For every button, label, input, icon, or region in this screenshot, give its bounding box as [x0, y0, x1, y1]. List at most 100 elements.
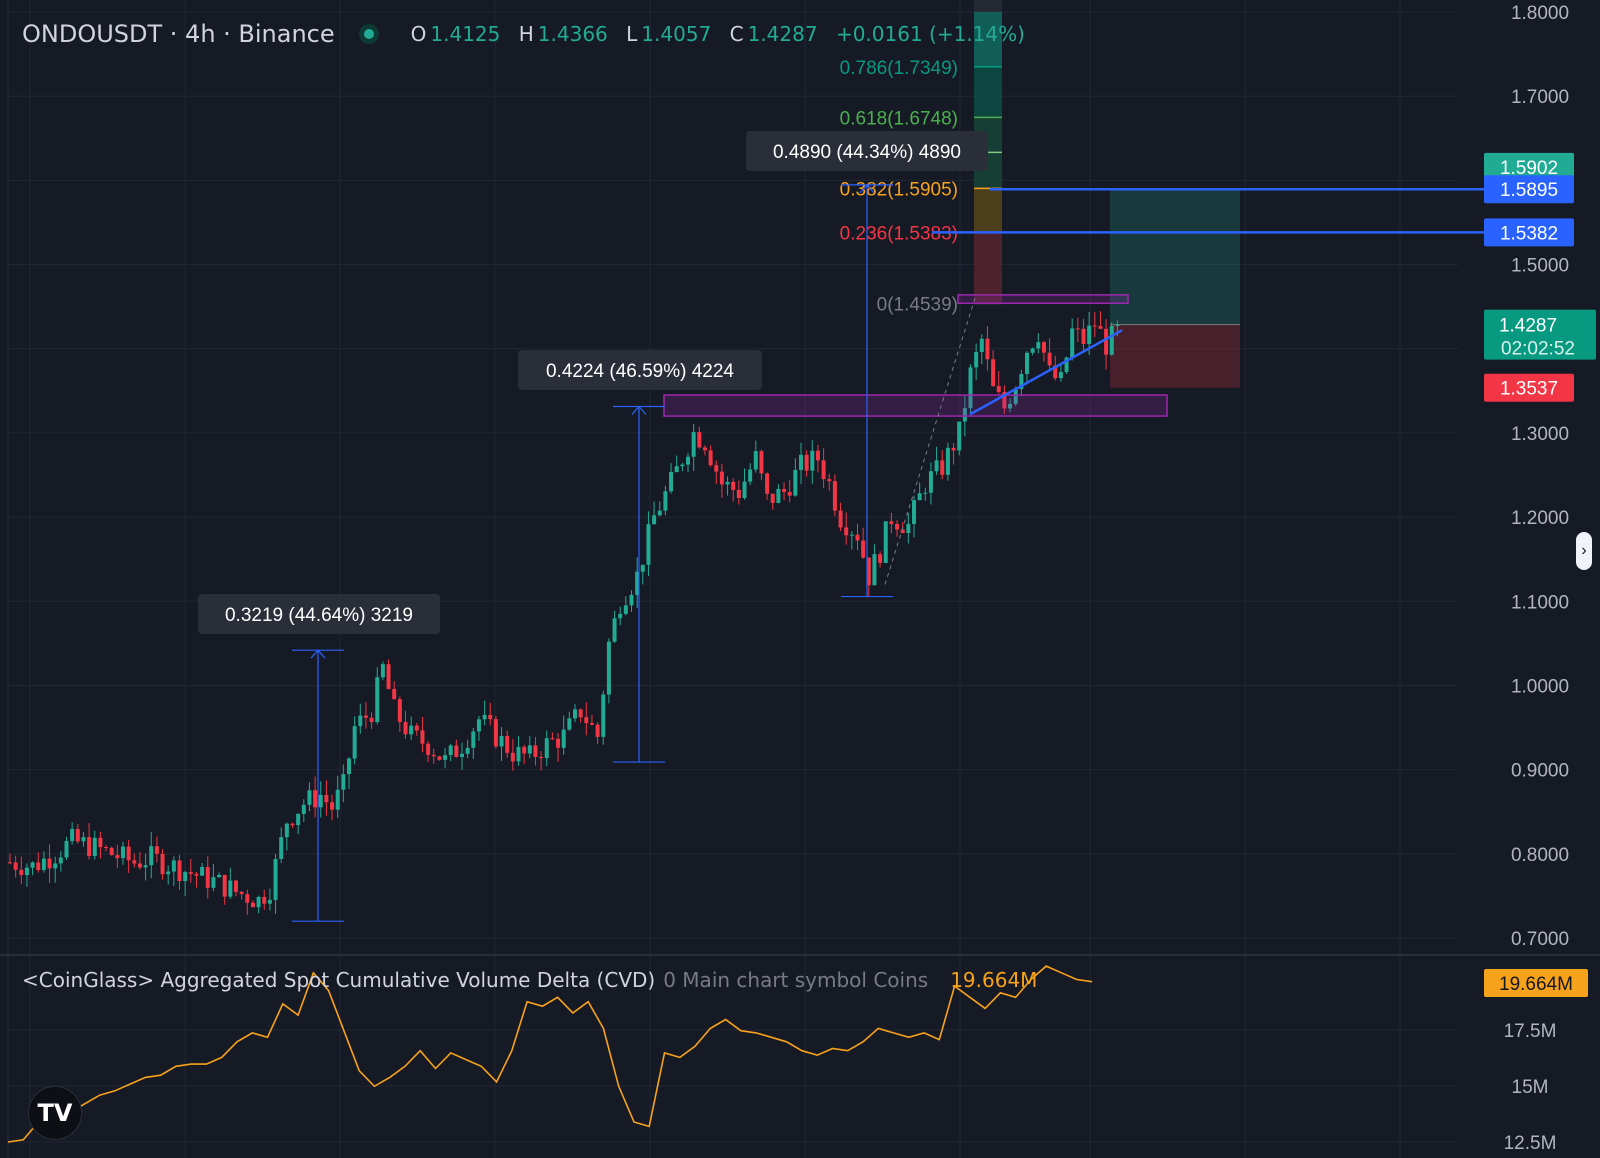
candle-body	[239, 891, 244, 895]
price-tag-label: 1.5895	[1500, 180, 1558, 201]
candle	[279, 827, 284, 864]
candle	[719, 463, 724, 498]
cvd-value: 19.664M	[950, 968, 1038, 992]
candle	[748, 463, 753, 486]
candle-body	[601, 694, 606, 737]
cvd-legend[interactable]: <CoinGlass> Aggregated Spot Cumulative V…	[22, 968, 1037, 992]
chevron-right-icon[interactable]: ›	[1576, 532, 1592, 570]
candle	[1030, 347, 1035, 356]
candle	[109, 846, 114, 856]
candle-body	[799, 454, 803, 470]
candle-body	[222, 874, 227, 897]
candle-body	[460, 753, 464, 757]
candle-body	[640, 564, 645, 572]
candle	[996, 371, 1001, 394]
range-arrow	[310, 649, 326, 659]
candle	[318, 781, 323, 818]
candle	[160, 848, 165, 880]
candle	[928, 462, 933, 505]
candle-body	[301, 804, 306, 814]
candle-body	[527, 745, 532, 754]
position-loss-zone	[1110, 324, 1240, 388]
candle-body	[81, 837, 86, 842]
open-value: 1.4125	[430, 22, 501, 46]
candle-body	[41, 858, 46, 870]
candle-body	[70, 828, 75, 842]
candle-body	[465, 747, 470, 754]
candle	[895, 520, 900, 537]
candle-body	[708, 450, 713, 466]
position-profit-zone	[1110, 189, 1240, 325]
candle	[437, 755, 442, 761]
candle-body	[522, 746, 527, 754]
candle	[137, 852, 142, 870]
candle-body	[211, 877, 216, 888]
candle-body	[363, 715, 368, 718]
candle	[669, 463, 674, 494]
candle-body	[87, 837, 92, 857]
candle-body	[623, 605, 628, 614]
candle-body	[725, 481, 730, 485]
change-value: +0.0161 (+1.14%)	[835, 22, 1025, 46]
candle	[974, 343, 979, 380]
market-status-icon[interactable]	[358, 24, 379, 44]
candle	[872, 544, 877, 586]
candle	[1092, 312, 1097, 338]
candle	[211, 863, 216, 892]
candle	[330, 794, 335, 821]
candle-body	[731, 481, 736, 490]
candle-body	[714, 465, 719, 472]
current-price-label: 1.4287	[1499, 316, 1557, 337]
candle-body	[945, 447, 950, 475]
candle	[635, 557, 640, 609]
candle-body	[968, 367, 973, 409]
candle	[663, 485, 668, 516]
fib-label: 0.786(1.7349)	[840, 58, 958, 79]
resistance-rectangle	[957, 294, 1129, 305]
open-label: O	[410, 22, 427, 46]
candle	[510, 738, 515, 771]
candle	[866, 557, 871, 597]
candle-body	[510, 752, 515, 762]
candle	[245, 889, 250, 915]
candle-body	[674, 466, 679, 473]
candle	[341, 764, 346, 803]
tradingview-logo-icon[interactable]: TV	[28, 1086, 82, 1140]
candle-body	[991, 359, 996, 387]
candle-body	[776, 488, 781, 503]
range-label-box	[746, 131, 988, 171]
candle	[589, 714, 594, 726]
candle-body	[290, 823, 295, 826]
candle	[1019, 369, 1024, 397]
price-range-tool: 0.4224 (46.59%) 4224	[518, 350, 762, 763]
candle	[409, 716, 414, 741]
symbol-title[interactable]: ONDOUSDT · 4h · Binance	[22, 20, 335, 48]
cvd-value-tag	[1484, 969, 1588, 997]
candle-body	[352, 726, 357, 759]
candle-body	[934, 460, 939, 472]
candle-body	[358, 715, 363, 727]
candle	[855, 523, 860, 551]
candle	[296, 813, 301, 835]
candle	[200, 862, 205, 877]
candle	[188, 858, 193, 883]
candle	[753, 440, 758, 473]
fib-trendline	[884, 298, 976, 585]
candle-body	[985, 338, 990, 360]
range-label: 0.3219 (44.64%) 3219	[225, 605, 413, 626]
candle	[443, 748, 448, 769]
candle	[912, 495, 916, 538]
fib-zone	[974, 232, 1002, 304]
candle-body	[386, 664, 391, 689]
candle-body	[454, 745, 459, 757]
candle-body	[1104, 328, 1109, 355]
candle-body	[375, 677, 380, 723]
candle	[358, 703, 363, 734]
candle	[24, 863, 29, 887]
candle	[736, 480, 741, 505]
high-value: 1.4366	[537, 22, 608, 46]
candle-body	[827, 479, 832, 482]
candle	[482, 700, 487, 726]
candle	[968, 364, 973, 414]
